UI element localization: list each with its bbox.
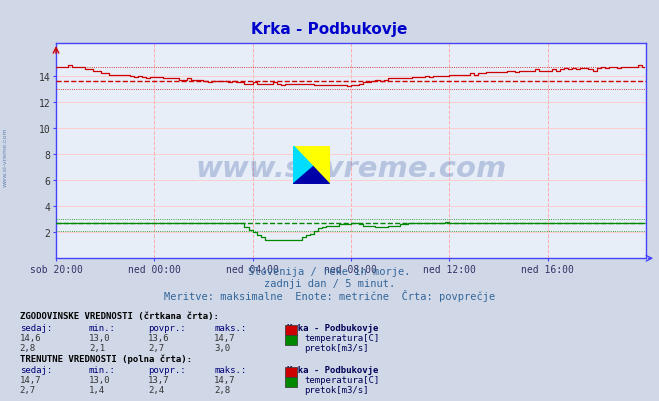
Text: 13,7: 13,7: [148, 375, 170, 384]
Text: 2,8: 2,8: [20, 343, 36, 352]
Text: temperatura[C]: temperatura[C]: [304, 333, 380, 342]
Text: 13,6: 13,6: [148, 333, 170, 342]
Polygon shape: [293, 146, 313, 184]
Text: povpr.:: povpr.:: [148, 365, 186, 374]
Text: 2,1: 2,1: [89, 343, 105, 352]
Text: sedaj:: sedaj:: [20, 323, 52, 332]
Text: 2,8: 2,8: [214, 385, 230, 394]
Text: sedaj:: sedaj:: [20, 365, 52, 374]
Text: 2,7: 2,7: [20, 385, 36, 394]
Text: Krka - Podbukovje: Krka - Podbukovje: [287, 323, 378, 332]
Text: 1,4: 1,4: [89, 385, 105, 394]
Polygon shape: [293, 167, 330, 184]
Text: min.:: min.:: [89, 323, 116, 332]
Text: maks.:: maks.:: [214, 323, 246, 332]
Text: 13,0: 13,0: [89, 375, 111, 384]
Text: www.si-vreme.com: www.si-vreme.com: [195, 154, 507, 182]
Polygon shape: [293, 146, 330, 184]
Text: zadnji dan / 5 minut.: zadnji dan / 5 minut.: [264, 278, 395, 288]
Text: temperatura[C]: temperatura[C]: [304, 375, 380, 384]
Text: 14,7: 14,7: [20, 375, 42, 384]
Text: Slovenija / reke in morje.: Slovenija / reke in morje.: [248, 267, 411, 277]
Text: 14,6: 14,6: [20, 333, 42, 342]
Text: 13,0: 13,0: [89, 333, 111, 342]
Text: 14,7: 14,7: [214, 375, 236, 384]
Text: ZGODOVINSKE VREDNOSTI (črtkana črta):: ZGODOVINSKE VREDNOSTI (črtkana črta):: [20, 311, 219, 320]
Text: pretok[m3/s]: pretok[m3/s]: [304, 385, 369, 394]
Text: 14,7: 14,7: [214, 333, 236, 342]
Text: Krka - Podbukovje: Krka - Podbukovje: [287, 365, 378, 374]
Text: www.si-vreme.com: www.si-vreme.com: [3, 127, 8, 186]
Text: Meritve: maksimalne  Enote: metrične  Črta: povprečje: Meritve: maksimalne Enote: metrične Črta…: [164, 289, 495, 301]
Text: 3,0: 3,0: [214, 343, 230, 352]
Text: Krka - Podbukovje: Krka - Podbukovje: [251, 22, 408, 37]
Text: TRENUTNE VREDNOSTI (polna črta):: TRENUTNE VREDNOSTI (polna črta):: [20, 354, 192, 363]
Text: pretok[m3/s]: pretok[m3/s]: [304, 343, 369, 352]
Text: 2,7: 2,7: [148, 343, 164, 352]
Text: 2,4: 2,4: [148, 385, 164, 394]
Text: povpr.:: povpr.:: [148, 323, 186, 332]
Text: maks.:: maks.:: [214, 365, 246, 374]
Text: min.:: min.:: [89, 365, 116, 374]
